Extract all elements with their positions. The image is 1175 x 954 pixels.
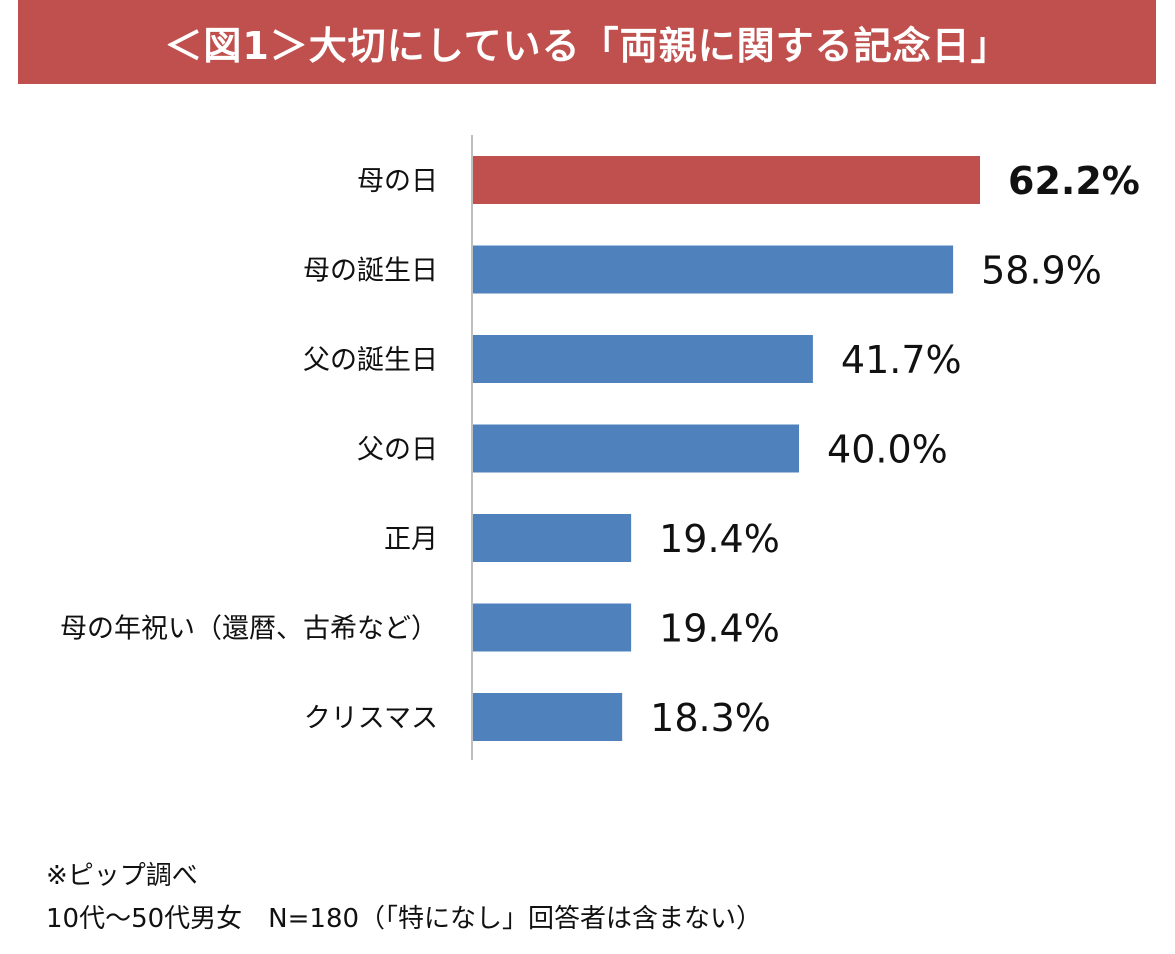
value-label-0: 62.2% (1008, 159, 1140, 203)
category-label-4: 正月 (384, 524, 438, 555)
chart-title-banner: ＜図1＞大切にしている「両親に関する記念日」 (18, 0, 1156, 84)
bar-0 (473, 156, 980, 204)
bars-layer (473, 156, 980, 741)
category-label-6: クリスマス (304, 703, 438, 734)
value-label-6: 18.3% (650, 696, 771, 740)
category-label-0: 母の日 (357, 166, 438, 197)
value-label-3: 40.0% (827, 428, 948, 472)
category-label-2: 父の誕生日 (303, 345, 438, 376)
bar-5 (473, 603, 632, 652)
value-labels-layer: 62.2% 58.9% 41.7% 40.0% 19.4% 19.4% 18.3% (650, 159, 1140, 740)
chart-title: ＜図1＞大切にしている「両親に関する記念日」 (164, 23, 1010, 68)
bar-1 (473, 245, 954, 294)
bar-3 (473, 424, 800, 473)
value-label-2: 41.7% (841, 338, 962, 382)
source-note: ※ピップ調べ (46, 861, 198, 891)
value-label-1: 58.9% (981, 249, 1102, 293)
value-label-5: 19.4% (659, 607, 780, 651)
value-label-4: 19.4% (659, 517, 780, 561)
category-label-3: 父の日 (357, 435, 438, 466)
bar-2 (473, 335, 813, 383)
category-label-1: 母の誕生日 (303, 256, 438, 287)
bar-6 (473, 693, 623, 741)
bar-4 (473, 514, 632, 562)
category-label-5: 母の年祝い（還暦、古希など） (60, 614, 438, 645)
sample-note: 10代～50代男女 N=180（「特になし」回答者は含まない） (46, 904, 763, 934)
